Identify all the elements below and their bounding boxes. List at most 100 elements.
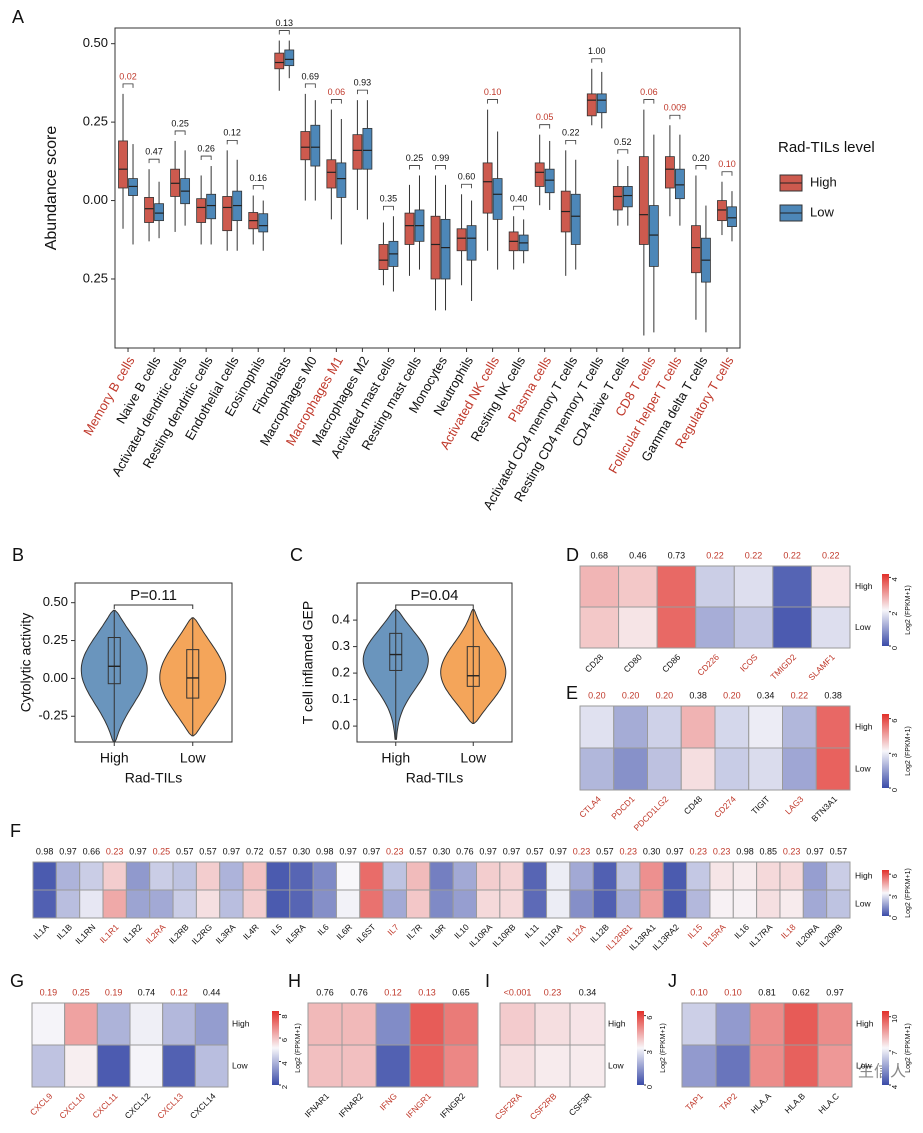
p-value: 0.73 [668,550,686,560]
p-value: 0.26 [197,143,215,153]
heatmap-cell [375,1002,411,1046]
p-value: 0.57 [830,846,848,856]
heatmap-cell [31,1044,66,1088]
heatmap-cell [779,861,804,891]
x-axis-label: Rad-TILs [125,770,183,786]
box [336,162,347,198]
p-value: 0.76 [456,846,474,856]
p-value: 0.97 [826,987,844,997]
heatmap-cell [647,747,682,791]
p-value: 0.98 [36,846,54,856]
panel-letter: E [566,683,578,703]
heatmap-cell [662,861,688,891]
panel-letter: I [485,971,490,991]
p-value: 0.23 [713,846,731,856]
p-bracket [383,205,394,211]
heatmap-cell [826,861,851,891]
p-value: 0.93 [354,78,372,88]
heatmap-cell [79,889,104,919]
p-value: 0.06 [640,87,658,97]
heatmap-cell [194,1002,229,1046]
p-value: 0.57 [409,846,427,856]
p-bracket [513,205,525,211]
heatmap-cell [194,1044,229,1088]
p-value: 0.10 [690,987,708,997]
p-value: 0.81 [758,987,776,997]
heatmap-cell [749,1044,785,1088]
colorbar-label: Log2 (FPKM+1) [660,1023,667,1073]
p-bracket [395,604,474,609]
heatmap-cell [409,1002,445,1046]
p-value: 0.13 [276,18,294,28]
heatmap-cell [32,861,57,891]
panel-letter: F [10,821,21,841]
box [430,215,441,280]
panel-letter: C [290,545,303,565]
colorbar-tick-label: 3 [645,1050,654,1054]
heatmap-cell [443,1044,479,1088]
heatmap-cell [219,889,244,919]
p-bracket [174,130,186,135]
y-tick-label: 0.25 [83,270,108,285]
heatmap-cell [522,861,548,891]
heatmap-cell [32,889,57,919]
heatmap-cell [452,889,478,919]
heatmap-cell [732,861,758,891]
box [274,52,285,70]
heatmap-cell [55,889,81,919]
y-tick-label: 0.2 [332,665,350,680]
box [300,131,311,161]
p-value: 0.23 [386,846,404,856]
p-bracket [122,83,134,88]
p-value: 0.30 [433,846,451,856]
y-axis-label: Cytolytic activity [18,613,34,713]
p-bracket [278,30,290,35]
box [352,134,363,170]
heatmap-cell [219,861,244,891]
box [107,637,121,685]
heatmap-cell [307,1044,343,1088]
heatmap-cell [772,606,812,649]
p-value: 0.97 [806,846,824,856]
p-value: 0.23 [573,846,591,856]
colorbar-label: Log2 (FPKM+1) [905,726,912,776]
box [128,178,138,196]
p-value: 0.65 [452,987,470,997]
p-value: 0.23 [619,846,637,856]
heatmap-cell [715,1002,751,1046]
p-value: 0.22 [562,128,580,138]
p-value: 0.57 [176,846,194,856]
p-bracket [565,139,577,145]
heatmap-cell [592,861,618,891]
heatmap-cell [656,565,697,608]
row-label: High [855,721,873,731]
colorbar-label: Log2 (FPKM+1) [905,868,912,918]
p-value: 0.009 [664,103,687,113]
box [206,193,217,220]
heatmap-cell [662,889,688,919]
heatmap-cell [695,606,735,649]
heatmap-cell [817,1002,853,1046]
heatmap-cell [686,861,711,891]
box [196,198,207,223]
p-value: 0.46 [629,550,647,560]
p-bracket [461,183,472,189]
heatmap-cell [709,861,734,891]
heatmap-cell [709,889,734,919]
p-value: 0.20 [622,690,640,700]
p-value: 0.22 [791,690,809,700]
p-value: 0.66 [83,846,101,856]
heatmap-cell [452,861,478,891]
heatmap-cell [96,1044,131,1088]
heatmap-cell [242,889,267,919]
heatmap-cell [162,1044,196,1088]
heatmap-cell [569,1002,606,1046]
y-tick-label: -0.25 [38,708,68,723]
p-value: 0.20 [692,153,710,163]
p-bracket [113,604,194,609]
heatmap-cell [96,1002,131,1046]
heatmap-cell [810,606,851,649]
heatmap-cell [732,889,758,919]
colorbar-tick-label: 7 [890,1051,899,1055]
y-axis-label: T cell inflamed GEP [300,601,316,724]
